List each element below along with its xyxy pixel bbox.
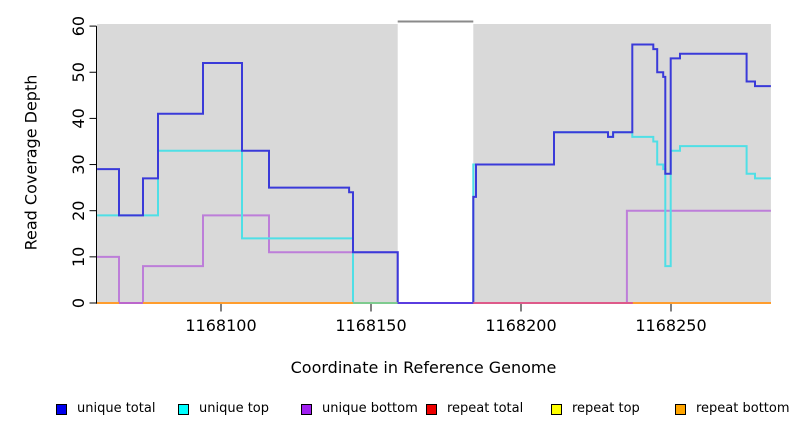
legend-label: repeat top [572, 401, 640, 416]
x-axis-title: Coordinate in Reference Genome [290, 358, 557, 377]
repeat-top-swatch-icon [551, 403, 562, 415]
legend-item-unique-bottom: unique bottom [301, 402, 418, 416]
y-tick-label: 0 [69, 298, 88, 308]
y-tick-label: 30 [69, 154, 88, 174]
series-line-unique-total [97, 43, 771, 304]
legend-label: repeat total [447, 401, 524, 416]
x-tick-label: 1168250 [635, 316, 706, 335]
series-line-unique-top [97, 131, 771, 304]
y-tick-label: 40 [69, 108, 88, 128]
legend-item-unique-total: unique total [56, 402, 155, 416]
legend-label: repeat bottom [696, 401, 790, 416]
legend-item-repeat-bottom: repeat bottom [675, 402, 790, 416]
y-axis-title: Read Coverage Depth [21, 74, 41, 251]
repeat-total-swatch-icon [426, 403, 437, 415]
y-tick-label: 50 [69, 62, 88, 82]
legend-item-repeat-total: repeat total [426, 402, 523, 416]
legend-label: unique top [199, 401, 270, 416]
plot-background-region [97, 24, 398, 303]
legend-item-repeat-top: repeat top [551, 402, 640, 416]
legend-item-unique-top: unique top [178, 402, 269, 416]
legend-label: unique total [77, 401, 156, 416]
x-tick-label: 1168200 [485, 316, 556, 335]
y-tick-label: 10 [69, 247, 88, 267]
y-tick-label: 60 [69, 16, 88, 36]
unique-total-swatch-icon [56, 403, 67, 415]
y-tick-label: 20 [69, 201, 88, 221]
legend-label: unique bottom [322, 401, 418, 416]
unique-top-swatch-icon [178, 403, 189, 415]
unique-bottom-swatch-icon [301, 403, 312, 415]
legend: unique total unique top unique bottom re… [0, 402, 792, 420]
x-tick-label: 1168100 [185, 316, 256, 335]
coverage-plot: 0 10 20 30 40 50 60 1168100 1168150 1168200 116825… [69, 16, 771, 335]
repeat-bottom-swatch-icon [675, 403, 686, 415]
x-tick-label: 1168150 [335, 316, 406, 335]
plot-background-region [473, 24, 771, 303]
